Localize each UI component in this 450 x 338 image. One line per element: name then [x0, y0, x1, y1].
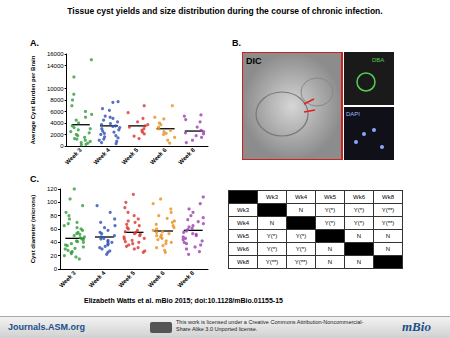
- html-text:mBio: mBio: [402, 319, 431, 334]
- svg-text:DBA: DBA: [372, 57, 384, 63]
- svg-text:DAPI: DAPI: [346, 111, 360, 117]
- svg-text:Average Cyst Burden per Brain: Average Cyst Burden per Brain: [30, 55, 36, 144]
- html-text:Wk4: Wk4: [237, 220, 249, 226]
- svg-text:Week 8: Week 8: [177, 269, 196, 288]
- svg-text:10000: 10000: [47, 86, 64, 92]
- html-text:Y(*): Y(*): [353, 220, 365, 226]
- html-text:N: N: [356, 233, 362, 239]
- svg-text:Week 5: Week 5: [121, 146, 140, 165]
- html-text:N: N: [327, 246, 333, 252]
- svg-text:120: 120: [47, 186, 58, 192]
- html-text:Wk6: Wk6: [353, 194, 365, 200]
- svg-text:Week 6: Week 6: [147, 269, 166, 288]
- svg-text:Week 3: Week 3: [64, 146, 83, 165]
- svg-text:DIC: DIC: [246, 56, 262, 66]
- svg-text:0: 0: [54, 266, 58, 272]
- svg-text:Cyst diameter (microns): Cyst diameter (microns): [30, 195, 36, 264]
- svg-text:40: 40: [50, 239, 57, 245]
- svg-text:60: 60: [50, 226, 57, 232]
- svg-text:Week 6: Week 6: [149, 146, 168, 165]
- html-text:Y(**): Y(**): [294, 259, 308, 265]
- html-text:Y(*): Y(*): [324, 207, 336, 213]
- html-text:Journals.ASM.org: Journals.ASM.org: [8, 322, 85, 332]
- html-text:C.: C.: [30, 174, 39, 184]
- html-text:Wk6: Wk6: [237, 246, 249, 252]
- svg-text:Week 4: Week 4: [92, 146, 111, 165]
- html-text:Y(*): Y(*): [324, 220, 336, 226]
- svg-text:Week 3: Week 3: [58, 269, 77, 288]
- html-text:Y(**): Y(**): [381, 207, 395, 213]
- html-text:N: N: [327, 259, 333, 265]
- html-text:Wk3: Wk3: [237, 207, 249, 213]
- svg-text:Week 4: Week 4: [88, 269, 107, 288]
- html-text:Wk8: Wk8: [237, 259, 249, 265]
- svg-text:2000: 2000: [50, 132, 64, 138]
- svg-text:4000: 4000: [50, 120, 64, 126]
- svg-text:8000: 8000: [50, 97, 64, 103]
- html-text:N: N: [269, 220, 275, 226]
- html-text:A.: A.: [30, 38, 39, 48]
- html-text:Wk4: Wk4: [295, 194, 307, 200]
- html-text:N: N: [385, 233, 391, 239]
- html-text:Tissue cyst yields and size di: Tissue cyst yields and size distribution…: [67, 6, 383, 16]
- html-text:Y(*): Y(*): [295, 246, 307, 252]
- svg-text:100: 100: [47, 199, 58, 205]
- html-text:Y(**): Y(**): [381, 220, 395, 226]
- svg-text:Week 5: Week 5: [117, 269, 136, 288]
- html-text:N: N: [298, 207, 304, 213]
- html-text:Y(*): Y(*): [353, 207, 365, 213]
- html-text:Elizabeth Watts et al. mBio 20: Elizabeth Watts et al. mBio 2015; doi:10…: [84, 297, 283, 304]
- html-text:Y(*): Y(*): [266, 246, 278, 252]
- svg-text:80: 80: [50, 213, 57, 219]
- html-text:Wk8: Wk8: [382, 194, 394, 200]
- html-text:Y(*): Y(*): [266, 233, 278, 239]
- svg-text:20: 20: [50, 253, 57, 259]
- html-text:This work is licensed under a: This work is licensed under a Creative C…: [176, 319, 364, 332]
- svg-text:0: 0: [60, 143, 64, 149]
- svg-text:6000: 6000: [50, 109, 64, 115]
- svg-text:Week 8: Week 8: [177, 146, 196, 165]
- html-text:Y(*): Y(*): [295, 233, 307, 239]
- html-text:Y(**): Y(**): [265, 259, 279, 265]
- html-text:Wk3: Wk3: [266, 194, 278, 200]
- html-text:Wk5: Wk5: [237, 233, 249, 239]
- html-text:B.: B.: [232, 38, 241, 48]
- svg-text:16000: 16000: [47, 51, 64, 57]
- html-text:N: N: [385, 246, 391, 252]
- html-text:Wk5: Wk5: [324, 194, 336, 200]
- svg-text:14000: 14000: [47, 63, 64, 69]
- html-text:N: N: [356, 259, 362, 265]
